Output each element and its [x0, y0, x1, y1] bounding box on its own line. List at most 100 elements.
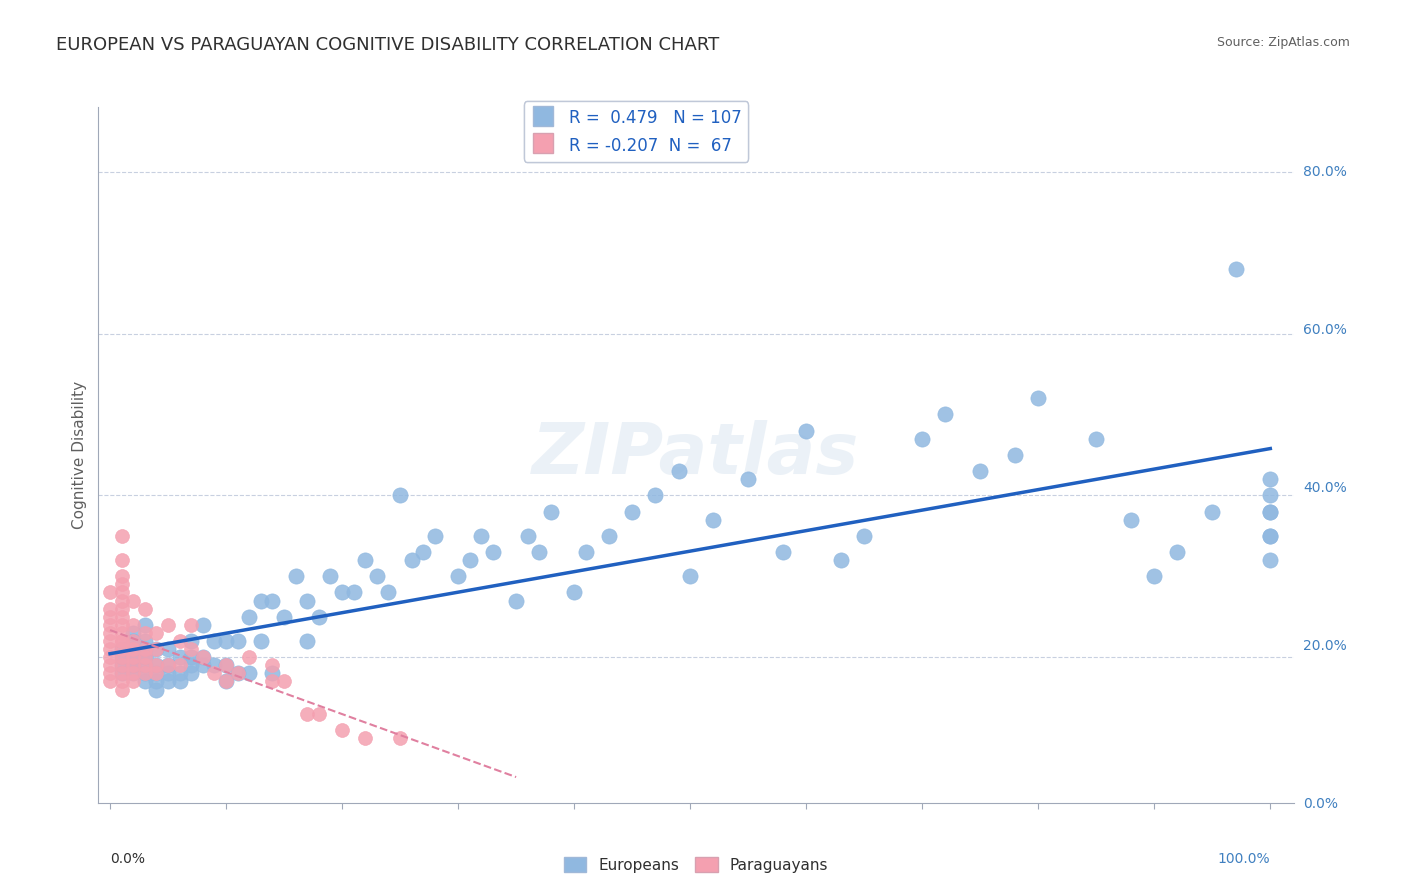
Point: [122, 634, 145, 648]
Point: [389, 488, 412, 502]
Point: [389, 731, 412, 745]
Point: [575, 545, 598, 559]
Point: [157, 617, 180, 632]
Point: [215, 658, 238, 673]
Point: [111, 609, 134, 624]
Point: [98, 609, 121, 624]
Point: [238, 650, 260, 665]
Point: [180, 634, 202, 648]
Text: ZIPatlas: ZIPatlas: [533, 420, 859, 490]
Point: [1166, 545, 1188, 559]
Point: [122, 642, 145, 657]
Point: [111, 529, 134, 543]
Point: [98, 658, 121, 673]
Point: [122, 650, 145, 665]
Point: [204, 658, 226, 673]
Point: [516, 529, 538, 543]
Text: EUROPEAN VS PARAGUAYAN COGNITIVE DISABILITY CORRELATION CHART: EUROPEAN VS PARAGUAYAN COGNITIVE DISABIL…: [56, 36, 720, 54]
Point: [111, 617, 134, 632]
Point: [1143, 569, 1166, 583]
Point: [598, 529, 620, 543]
Point: [1225, 261, 1247, 276]
Point: [134, 617, 156, 632]
Point: [111, 634, 134, 648]
Point: [111, 569, 134, 583]
Point: [98, 601, 121, 615]
Point: [111, 674, 134, 689]
Point: [145, 666, 167, 681]
Point: [679, 569, 702, 583]
Point: [911, 432, 934, 446]
Point: [111, 593, 134, 607]
Point: [423, 529, 446, 543]
Point: [226, 666, 249, 681]
Point: [145, 658, 167, 673]
Point: [111, 658, 134, 673]
Point: [122, 658, 145, 673]
Point: [134, 674, 156, 689]
Point: [308, 609, 330, 624]
Point: [934, 408, 956, 422]
Point: [447, 569, 470, 583]
Point: [238, 609, 260, 624]
Point: [366, 569, 388, 583]
Point: [308, 706, 330, 721]
Point: [354, 731, 377, 745]
Point: [1085, 432, 1108, 446]
Point: [122, 626, 145, 640]
Point: [122, 634, 145, 648]
Point: [122, 642, 145, 657]
Point: [262, 674, 284, 689]
Point: [169, 674, 191, 689]
Point: [250, 593, 273, 607]
Point: [122, 650, 145, 665]
Point: [273, 609, 295, 624]
Point: [853, 529, 876, 543]
Point: [262, 658, 284, 673]
Point: [562, 585, 585, 599]
Point: [98, 585, 121, 599]
Point: [1258, 529, 1281, 543]
Point: [215, 658, 238, 673]
Point: [145, 626, 167, 640]
Point: [1258, 488, 1281, 502]
Point: [111, 658, 134, 673]
Point: [1119, 513, 1142, 527]
Point: [111, 682, 134, 697]
Point: [191, 650, 214, 665]
Point: [238, 666, 260, 681]
Point: [529, 545, 551, 559]
Point: [98, 626, 121, 640]
Text: 0.0%: 0.0%: [110, 852, 145, 865]
Point: [169, 650, 191, 665]
Point: [122, 674, 145, 689]
Point: [470, 529, 492, 543]
Point: [191, 650, 214, 665]
Point: [122, 650, 145, 665]
Point: [134, 658, 156, 673]
Point: [830, 553, 852, 567]
Point: [157, 642, 180, 657]
Point: [1258, 553, 1281, 567]
Point: [134, 650, 156, 665]
Point: [111, 642, 134, 657]
Point: [134, 666, 156, 681]
Point: [215, 674, 238, 689]
Point: [215, 634, 238, 648]
Point: [145, 642, 167, 657]
Point: [1258, 529, 1281, 543]
Point: [111, 553, 134, 567]
Point: [122, 666, 145, 681]
Point: [262, 593, 284, 607]
Point: [111, 650, 134, 665]
Point: [111, 626, 134, 640]
Point: [794, 424, 817, 438]
Point: [111, 666, 134, 681]
Point: [354, 553, 377, 567]
Point: [134, 658, 156, 673]
Point: [111, 634, 134, 648]
Point: [273, 674, 295, 689]
Point: [401, 553, 423, 567]
Point: [180, 666, 202, 681]
Point: [1004, 448, 1026, 462]
